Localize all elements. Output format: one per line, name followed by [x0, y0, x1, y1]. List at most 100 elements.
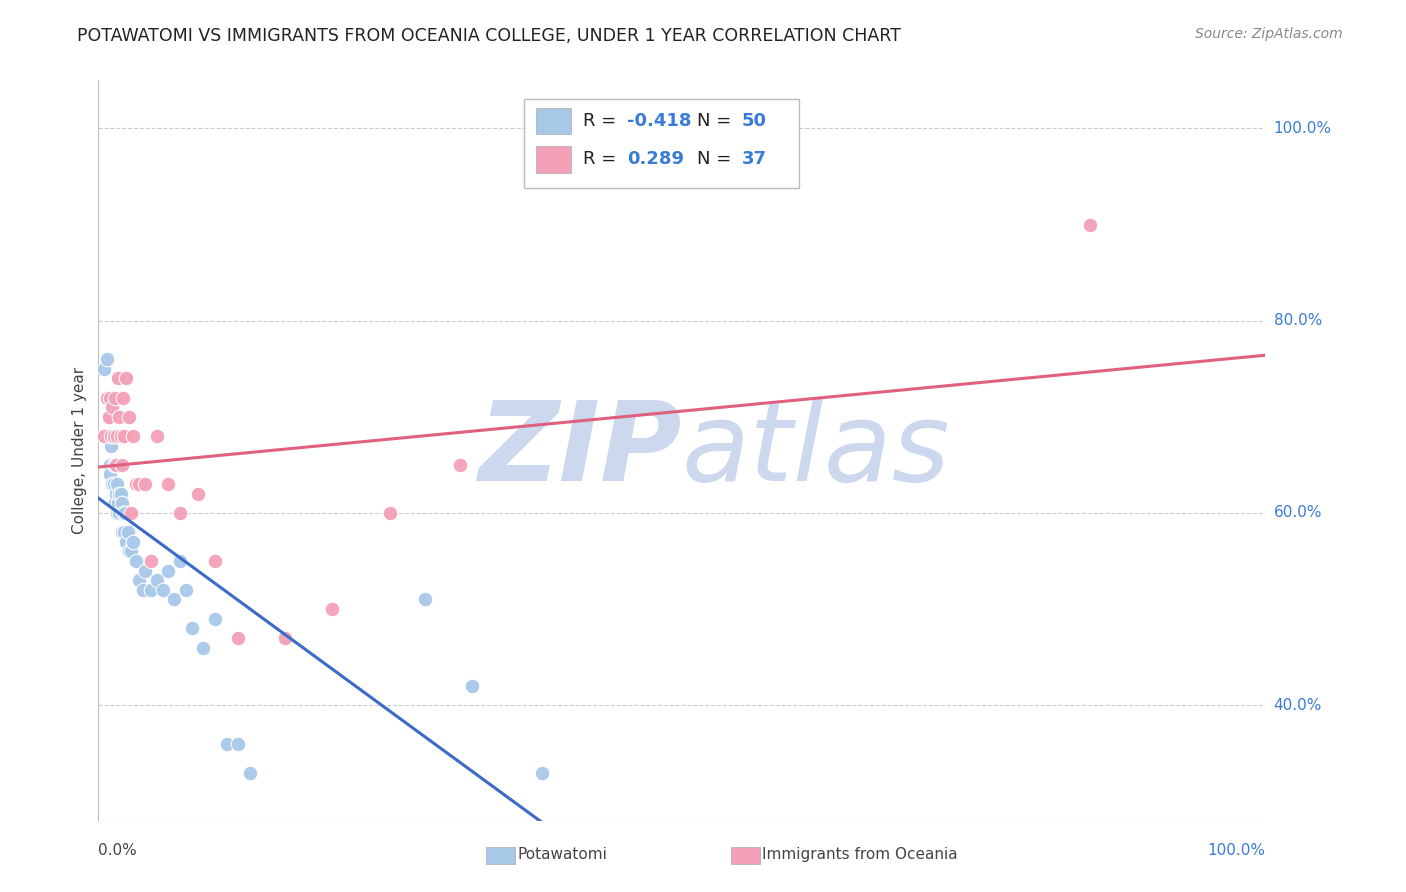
Point: [228, 631, 250, 645]
Point: [321, 602, 343, 616]
Text: 0.0%: 0.0%: [98, 843, 138, 858]
Point: [174, 582, 197, 597]
Point: [98, 391, 121, 405]
Point: [118, 544, 141, 558]
Text: 0.289: 0.289: [627, 151, 685, 169]
Point: [110, 487, 132, 501]
Point: [120, 544, 142, 558]
Point: [112, 525, 135, 540]
Point: [228, 737, 250, 751]
Point: [1080, 218, 1102, 232]
Point: [104, 496, 127, 510]
Point: [104, 487, 127, 501]
Point: [97, 429, 120, 443]
Point: [180, 621, 202, 635]
Point: [187, 487, 209, 501]
Point: [169, 506, 191, 520]
Point: [157, 564, 180, 578]
Point: [101, 429, 124, 443]
Text: -0.418: -0.418: [627, 112, 692, 130]
Point: [101, 477, 124, 491]
Point: [107, 496, 129, 510]
Point: [111, 458, 134, 472]
Point: [97, 409, 120, 424]
Point: [146, 429, 169, 443]
Bar: [486, 847, 515, 863]
Text: 40.0%: 40.0%: [1274, 698, 1322, 713]
Point: [105, 477, 128, 491]
Point: [112, 429, 135, 443]
Point: [93, 361, 115, 376]
Point: [128, 477, 150, 491]
Point: [157, 477, 180, 491]
FancyBboxPatch shape: [524, 99, 799, 187]
Point: [98, 458, 121, 472]
Point: [93, 429, 115, 443]
Point: [97, 391, 120, 405]
Point: [108, 506, 131, 520]
Text: 37: 37: [741, 151, 766, 169]
Point: [274, 631, 297, 645]
Text: Immigrants from Oceania: Immigrants from Oceania: [762, 847, 957, 863]
Point: [111, 506, 134, 520]
Point: [169, 554, 191, 568]
Point: [115, 534, 138, 549]
Point: [96, 352, 118, 367]
Point: [118, 409, 141, 424]
Text: N =: N =: [697, 151, 737, 169]
Point: [128, 574, 150, 588]
Text: 60.0%: 60.0%: [1274, 506, 1322, 520]
Point: [104, 391, 127, 405]
Text: Source: ZipAtlas.com: Source: ZipAtlas.com: [1195, 27, 1343, 41]
Point: [104, 458, 127, 472]
Y-axis label: College, Under 1 year: College, Under 1 year: [72, 367, 87, 534]
Point: [108, 409, 131, 424]
Point: [139, 582, 162, 597]
Point: [152, 582, 174, 597]
Point: [103, 477, 125, 491]
Text: 50: 50: [741, 112, 766, 130]
Text: 100.0%: 100.0%: [1208, 843, 1265, 858]
Point: [163, 592, 186, 607]
Point: [530, 765, 553, 780]
Point: [105, 506, 128, 520]
Point: [111, 525, 134, 540]
Point: [120, 506, 142, 520]
Point: [110, 429, 132, 443]
Point: [103, 458, 125, 472]
Text: Potawatomi: Potawatomi: [517, 847, 607, 863]
Point: [125, 554, 148, 568]
Point: [108, 487, 131, 501]
Point: [132, 582, 155, 597]
Point: [449, 458, 471, 472]
Point: [96, 391, 118, 405]
Bar: [536, 146, 571, 173]
Text: atlas: atlas: [682, 397, 950, 504]
Text: R =: R =: [582, 112, 621, 130]
Bar: [536, 108, 571, 135]
Point: [114, 506, 136, 520]
Point: [100, 439, 122, 453]
Text: POTAWATOMI VS IMMIGRANTS FROM OCEANIA COLLEGE, UNDER 1 YEAR CORRELATION CHART: POTAWATOMI VS IMMIGRANTS FROM OCEANIA CO…: [77, 27, 901, 45]
Point: [104, 458, 127, 472]
Point: [139, 554, 162, 568]
Point: [204, 554, 226, 568]
Point: [111, 391, 134, 405]
Point: [97, 409, 120, 424]
Point: [103, 429, 125, 443]
Text: N =: N =: [697, 112, 737, 130]
Point: [111, 496, 134, 510]
Point: [125, 477, 148, 491]
Text: 100.0%: 100.0%: [1274, 120, 1331, 136]
Point: [413, 592, 436, 607]
Text: ZIP: ZIP: [478, 397, 682, 504]
Point: [107, 371, 129, 385]
Point: [204, 612, 226, 626]
Point: [146, 574, 169, 588]
Point: [215, 737, 238, 751]
Point: [105, 429, 128, 443]
Point: [122, 534, 145, 549]
Point: [239, 765, 262, 780]
Point: [98, 467, 121, 482]
Point: [461, 679, 484, 693]
